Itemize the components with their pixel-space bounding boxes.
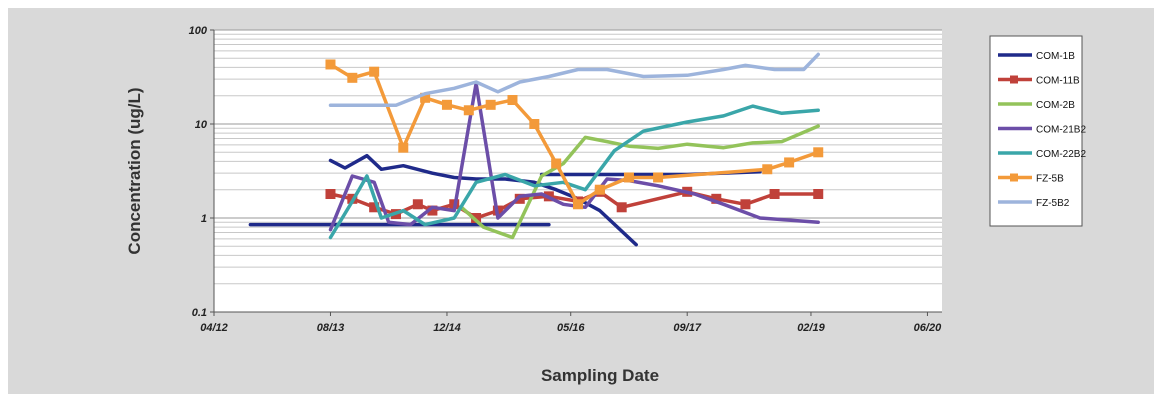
- data-point: [623, 172, 634, 183]
- y-tick-label: 100: [189, 25, 208, 37]
- data-point: [616, 202, 627, 213]
- chart-frame: 0.1 1 10 100 04/12 08/13 12/14 05/16 09/17 02/19…: [8, 8, 1154, 394]
- data-point: [711, 193, 722, 204]
- x-tick-label: 08/13: [317, 322, 345, 334]
- legend-label: COM-2B: [1036, 100, 1075, 111]
- legend-marker: [1010, 173, 1018, 182]
- data-point: [485, 99, 496, 110]
- data-point: [740, 199, 751, 210]
- data-point: [420, 92, 431, 103]
- y-tick-label: 1: [201, 213, 207, 225]
- data-point: [762, 164, 773, 175]
- data-point: [514, 193, 525, 204]
- legend-label: COM-1B: [1036, 51, 1075, 62]
- x-tick-label: 05/16: [557, 322, 585, 334]
- data-point: [769, 189, 780, 200]
- x-tick-label: 09/17: [673, 322, 701, 334]
- data-point: [813, 147, 824, 158]
- legend-entries: COM-1B COM-11B COM-2B COM-21B2 COM-22B2 FZ-5B…: [998, 51, 1086, 209]
- data-point: [463, 105, 474, 116]
- y-tick-label: 10: [195, 119, 208, 131]
- legend-label: COM-11B: [1036, 76, 1080, 87]
- data-point: [529, 119, 540, 129]
- x-tick-label: 06/20: [914, 322, 942, 334]
- data-point: [369, 66, 380, 77]
- data-point: [507, 95, 518, 106]
- series-group: [328, 52, 820, 108]
- line-chart: 0.1 1 10 100 04/12 08/13 12/14 05/16 09/17 02/19…: [125, 25, 1086, 385]
- series-group: [328, 104, 820, 240]
- series-line: [459, 124, 820, 240]
- axes: [213, 30, 942, 313]
- series-line: [328, 62, 820, 207]
- y-axis-title: Concentration (ug/L): [125, 87, 144, 254]
- legend-marker: [1010, 75, 1018, 84]
- data-point: [594, 184, 605, 195]
- legend-label: FZ-5B2: [1036, 198, 1070, 209]
- series-line: [328, 81, 820, 232]
- data-point: [551, 158, 562, 169]
- data-point: [369, 202, 380, 213]
- data-point: [653, 172, 664, 183]
- data-point: [347, 72, 358, 83]
- legend-label: FZ-5B: [1036, 174, 1064, 185]
- data-point: [813, 189, 824, 200]
- data-point: [471, 213, 482, 223]
- data-point: [573, 199, 583, 210]
- legend-label: COM-22B2: [1036, 149, 1086, 160]
- series-group: [325, 59, 824, 210]
- series-line: [328, 104, 820, 240]
- y-tick-label: 0.1: [192, 307, 207, 319]
- x-tick-labels: 04/12 08/13 12/14 05/16 09/17 02/19 06/20: [200, 312, 942, 334]
- series-group: [328, 81, 820, 232]
- y-tick-labels: 0.1 1 10 100: [189, 25, 214, 319]
- data-point: [325, 189, 336, 200]
- legend: COM-1B COM-11B COM-2B COM-21B2 COM-22B2 FZ-5B…: [989, 35, 1086, 227]
- data-point: [325, 59, 336, 70]
- series-layer: [248, 52, 824, 247]
- data-point: [784, 157, 795, 168]
- x-tick-label: 04/12: [200, 322, 228, 334]
- legend-box: [989, 35, 1083, 227]
- series-group: [459, 124, 820, 240]
- data-point: [398, 142, 409, 153]
- x-tick-label: 12/14: [433, 322, 461, 334]
- legend-label: COM-21B2: [1036, 125, 1086, 136]
- x-axis-title: Sampling Date: [541, 366, 659, 385]
- data-point: [412, 199, 423, 210]
- x-tick-label: 02/19: [797, 322, 825, 334]
- data-point: [427, 205, 438, 216]
- plot-area: [214, 30, 942, 312]
- data-point: [441, 99, 452, 110]
- series-line: [328, 52, 820, 108]
